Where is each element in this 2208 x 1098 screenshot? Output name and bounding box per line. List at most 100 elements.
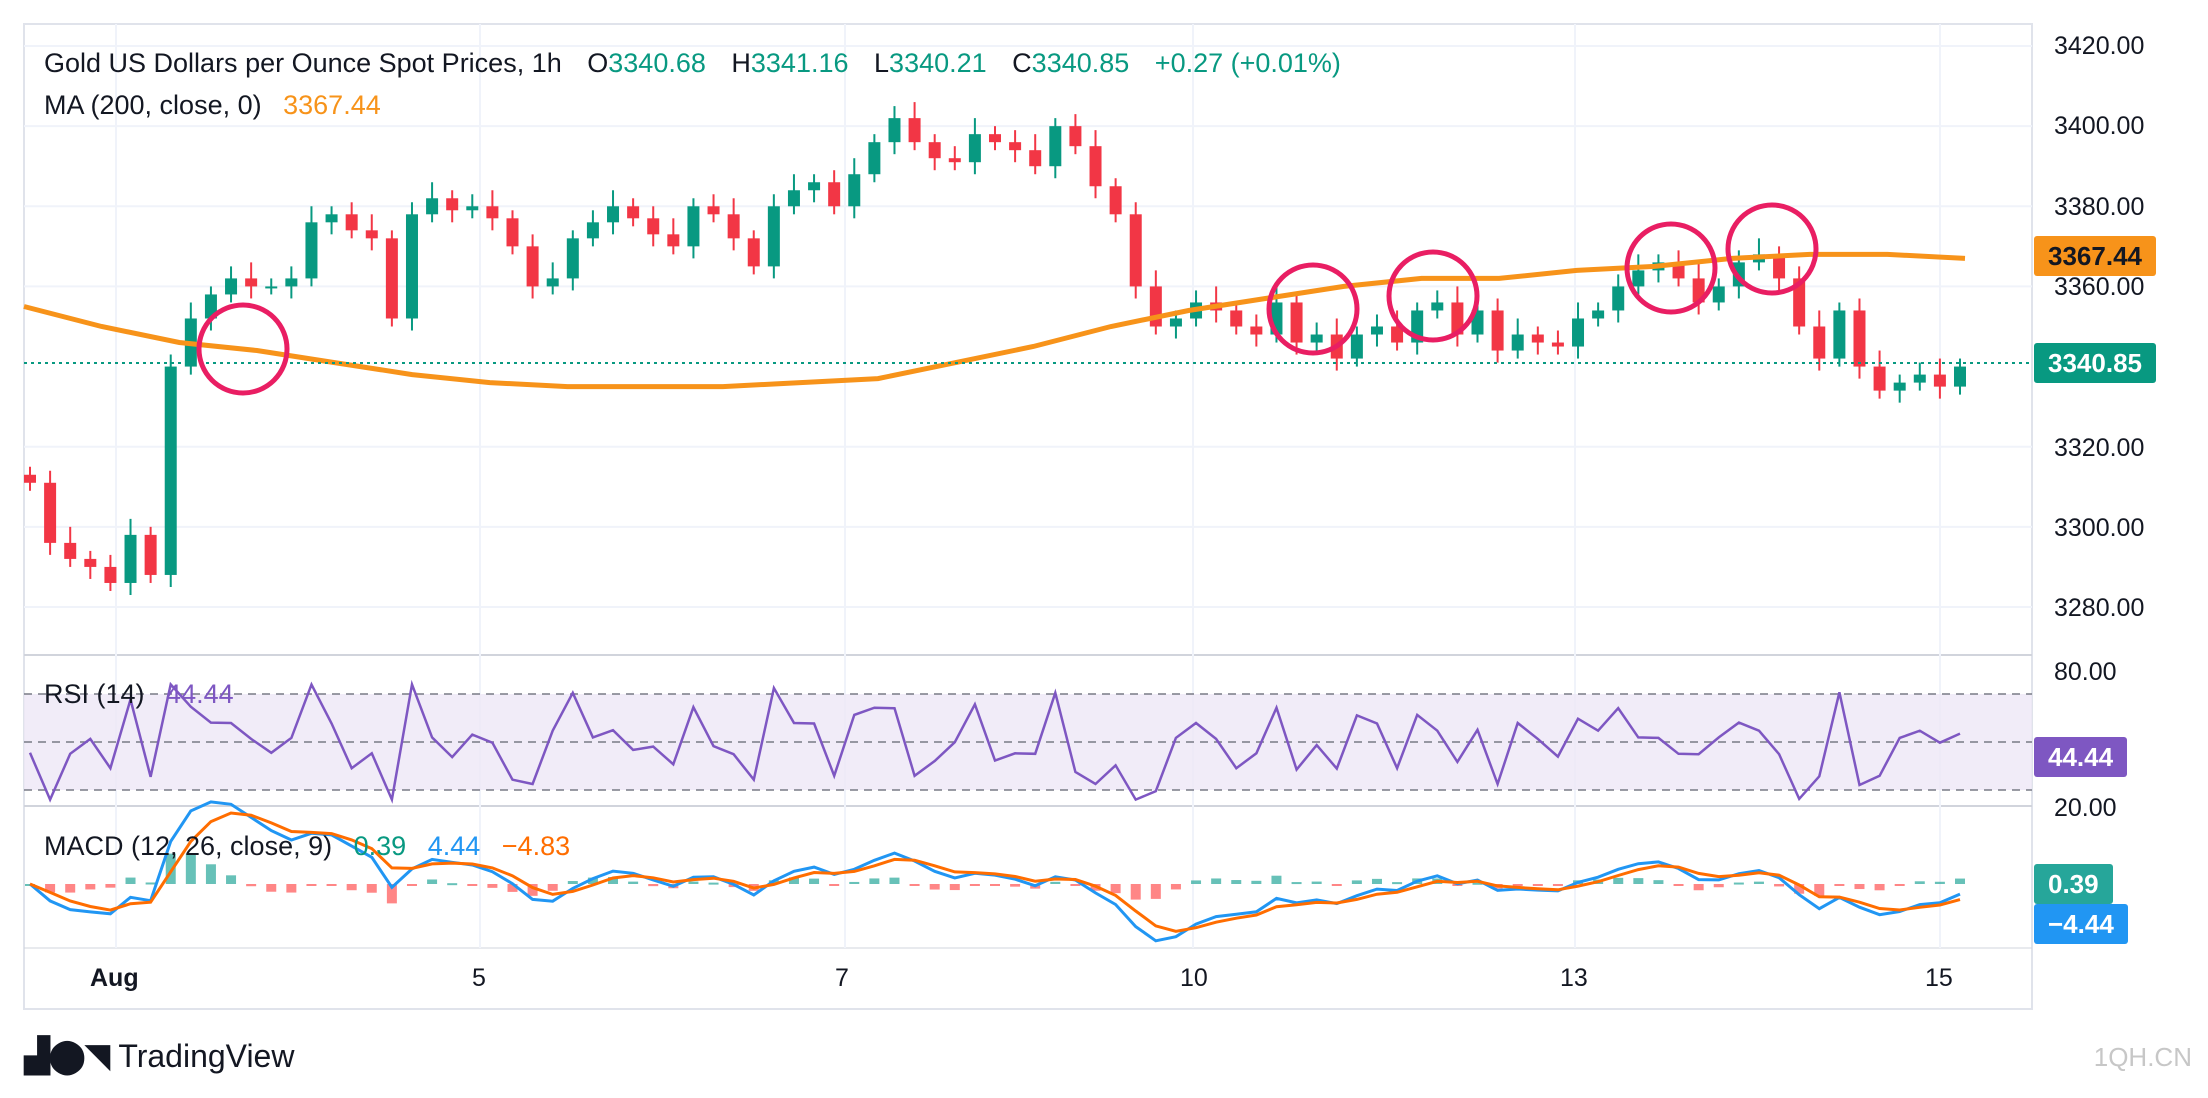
- histogram-bar: [125, 877, 136, 884]
- candle-body: [767, 206, 780, 267]
- histogram-bar: [85, 884, 96, 890]
- candle-body: [506, 218, 519, 247]
- histogram-bar: [286, 884, 297, 893]
- candle-body: [64, 542, 77, 559]
- price-tick: 3280.00: [2054, 594, 2145, 622]
- histogram-bar: [1130, 884, 1141, 900]
- candle-body: [828, 182, 841, 207]
- histogram-bar: [45, 884, 56, 893]
- candle-body: [405, 214, 418, 319]
- last-price-badge: 3340.85: [2034, 343, 2156, 383]
- histogram-bar: [1331, 884, 1342, 886]
- tradingview-logo[interactable]: ▟⬤◥ TradingView: [24, 1036, 294, 1076]
- histogram-bar: [1894, 884, 1905, 886]
- price-tick: 3360.00: [2054, 273, 2145, 301]
- candle-body: [144, 534, 157, 575]
- candle-body: [607, 206, 620, 223]
- rsi-line: [28, 679, 1961, 804]
- candle-body: [546, 278, 559, 287]
- time-tick: 7: [835, 964, 849, 992]
- histogram-bar: [1633, 878, 1644, 884]
- candle-body: [1049, 126, 1062, 167]
- histogram-bar: [969, 884, 980, 886]
- histogram-bar: [145, 882, 156, 885]
- histogram-bar: [1070, 884, 1081, 886]
- histogram-bar: [165, 853, 176, 884]
- candle-body: [1612, 286, 1625, 311]
- candle-body: [1089, 146, 1102, 187]
- rsi-value: 44.44: [166, 679, 234, 709]
- candle-body: [687, 206, 700, 247]
- ma-legend: MA (200, close, 0) 3367.44: [44, 90, 381, 121]
- candle-body: [627, 206, 640, 219]
- candle-body: [586, 222, 599, 239]
- histogram-bar: [1532, 884, 1543, 886]
- candle-body: [667, 234, 680, 247]
- highlight-circle: [196, 302, 290, 396]
- histogram-bar: [1472, 882, 1483, 885]
- histogram-bar: [105, 884, 116, 888]
- histogram-bar: [909, 884, 920, 886]
- histogram-bar: [266, 884, 277, 892]
- histogram-bar: [829, 884, 840, 886]
- histogram-bar: [1774, 884, 1785, 887]
- candle-body: [989, 134, 1001, 143]
- rsi-tick: 80.00: [2054, 658, 2117, 686]
- histogram-bar: [1170, 884, 1181, 890]
- candle-body: [1954, 366, 1966, 387]
- candle-body: [325, 214, 338, 223]
- candle-body: [928, 142, 941, 159]
- histogram-bar: [1291, 882, 1302, 885]
- histogram-bar: [1311, 881, 1322, 884]
- histogram-bar: [1392, 882, 1403, 885]
- candle-body: [566, 238, 579, 279]
- chart-frame: [23, 23, 2033, 1010]
- histogram-bar: [849, 881, 860, 884]
- candle-body: [385, 238, 398, 319]
- candle-body: [164, 366, 177, 575]
- histogram-bar: [628, 881, 639, 884]
- time-tick: 10: [1180, 964, 1208, 992]
- price-tick: 3380.00: [2054, 193, 2145, 221]
- candle-body: [647, 218, 660, 235]
- histogram-bar: [1010, 884, 1021, 887]
- candle-body: [1531, 334, 1544, 343]
- histogram-bar: [929, 884, 940, 890]
- time-tick: 13: [1560, 964, 1588, 992]
- histogram-bar: [990, 884, 1000, 886]
- candle-body: [245, 278, 258, 287]
- candle-body: [1169, 318, 1182, 327]
- histogram-bar: [185, 853, 196, 884]
- candle-body: [1250, 326, 1263, 335]
- histogram-bar: [1552, 884, 1563, 886]
- price-tick: 3400.00: [2054, 112, 2145, 140]
- histogram-bar: [1110, 884, 1121, 894]
- chart-title: Gold US Dollars per Ounce Spot Prices, 1…: [44, 48, 562, 78]
- candle-body: [225, 278, 238, 295]
- candle-body: [868, 142, 881, 175]
- signal-line: [29, 811, 1961, 933]
- histogram-bar: [507, 884, 518, 892]
- candle-body: [727, 214, 740, 239]
- candle-body: [1632, 270, 1645, 287]
- candle-body: [787, 190, 800, 207]
- macd-value: 4.44: [427, 831, 481, 861]
- time-tick: Aug: [90, 964, 139, 992]
- candle-body: [808, 182, 821, 191]
- histogram-bar: [1653, 880, 1664, 884]
- candle-body: [1572, 318, 1585, 347]
- candle-body: [124, 534, 137, 583]
- rsi-legend: RSI (14) 44.44: [44, 679, 234, 710]
- histogram-bar: [547, 884, 558, 891]
- histogram-bar: [226, 875, 237, 884]
- histogram-bar: [1351, 880, 1362, 884]
- candle-body: [747, 238, 760, 267]
- histogram-bar: [326, 884, 337, 886]
- candle-body: [1773, 254, 1786, 279]
- candles: [24, 102, 1966, 595]
- candle-body: [285, 278, 298, 287]
- candle-body: [365, 230, 378, 239]
- candle-body: [1853, 310, 1866, 367]
- highlight-circle: [1725, 202, 1819, 296]
